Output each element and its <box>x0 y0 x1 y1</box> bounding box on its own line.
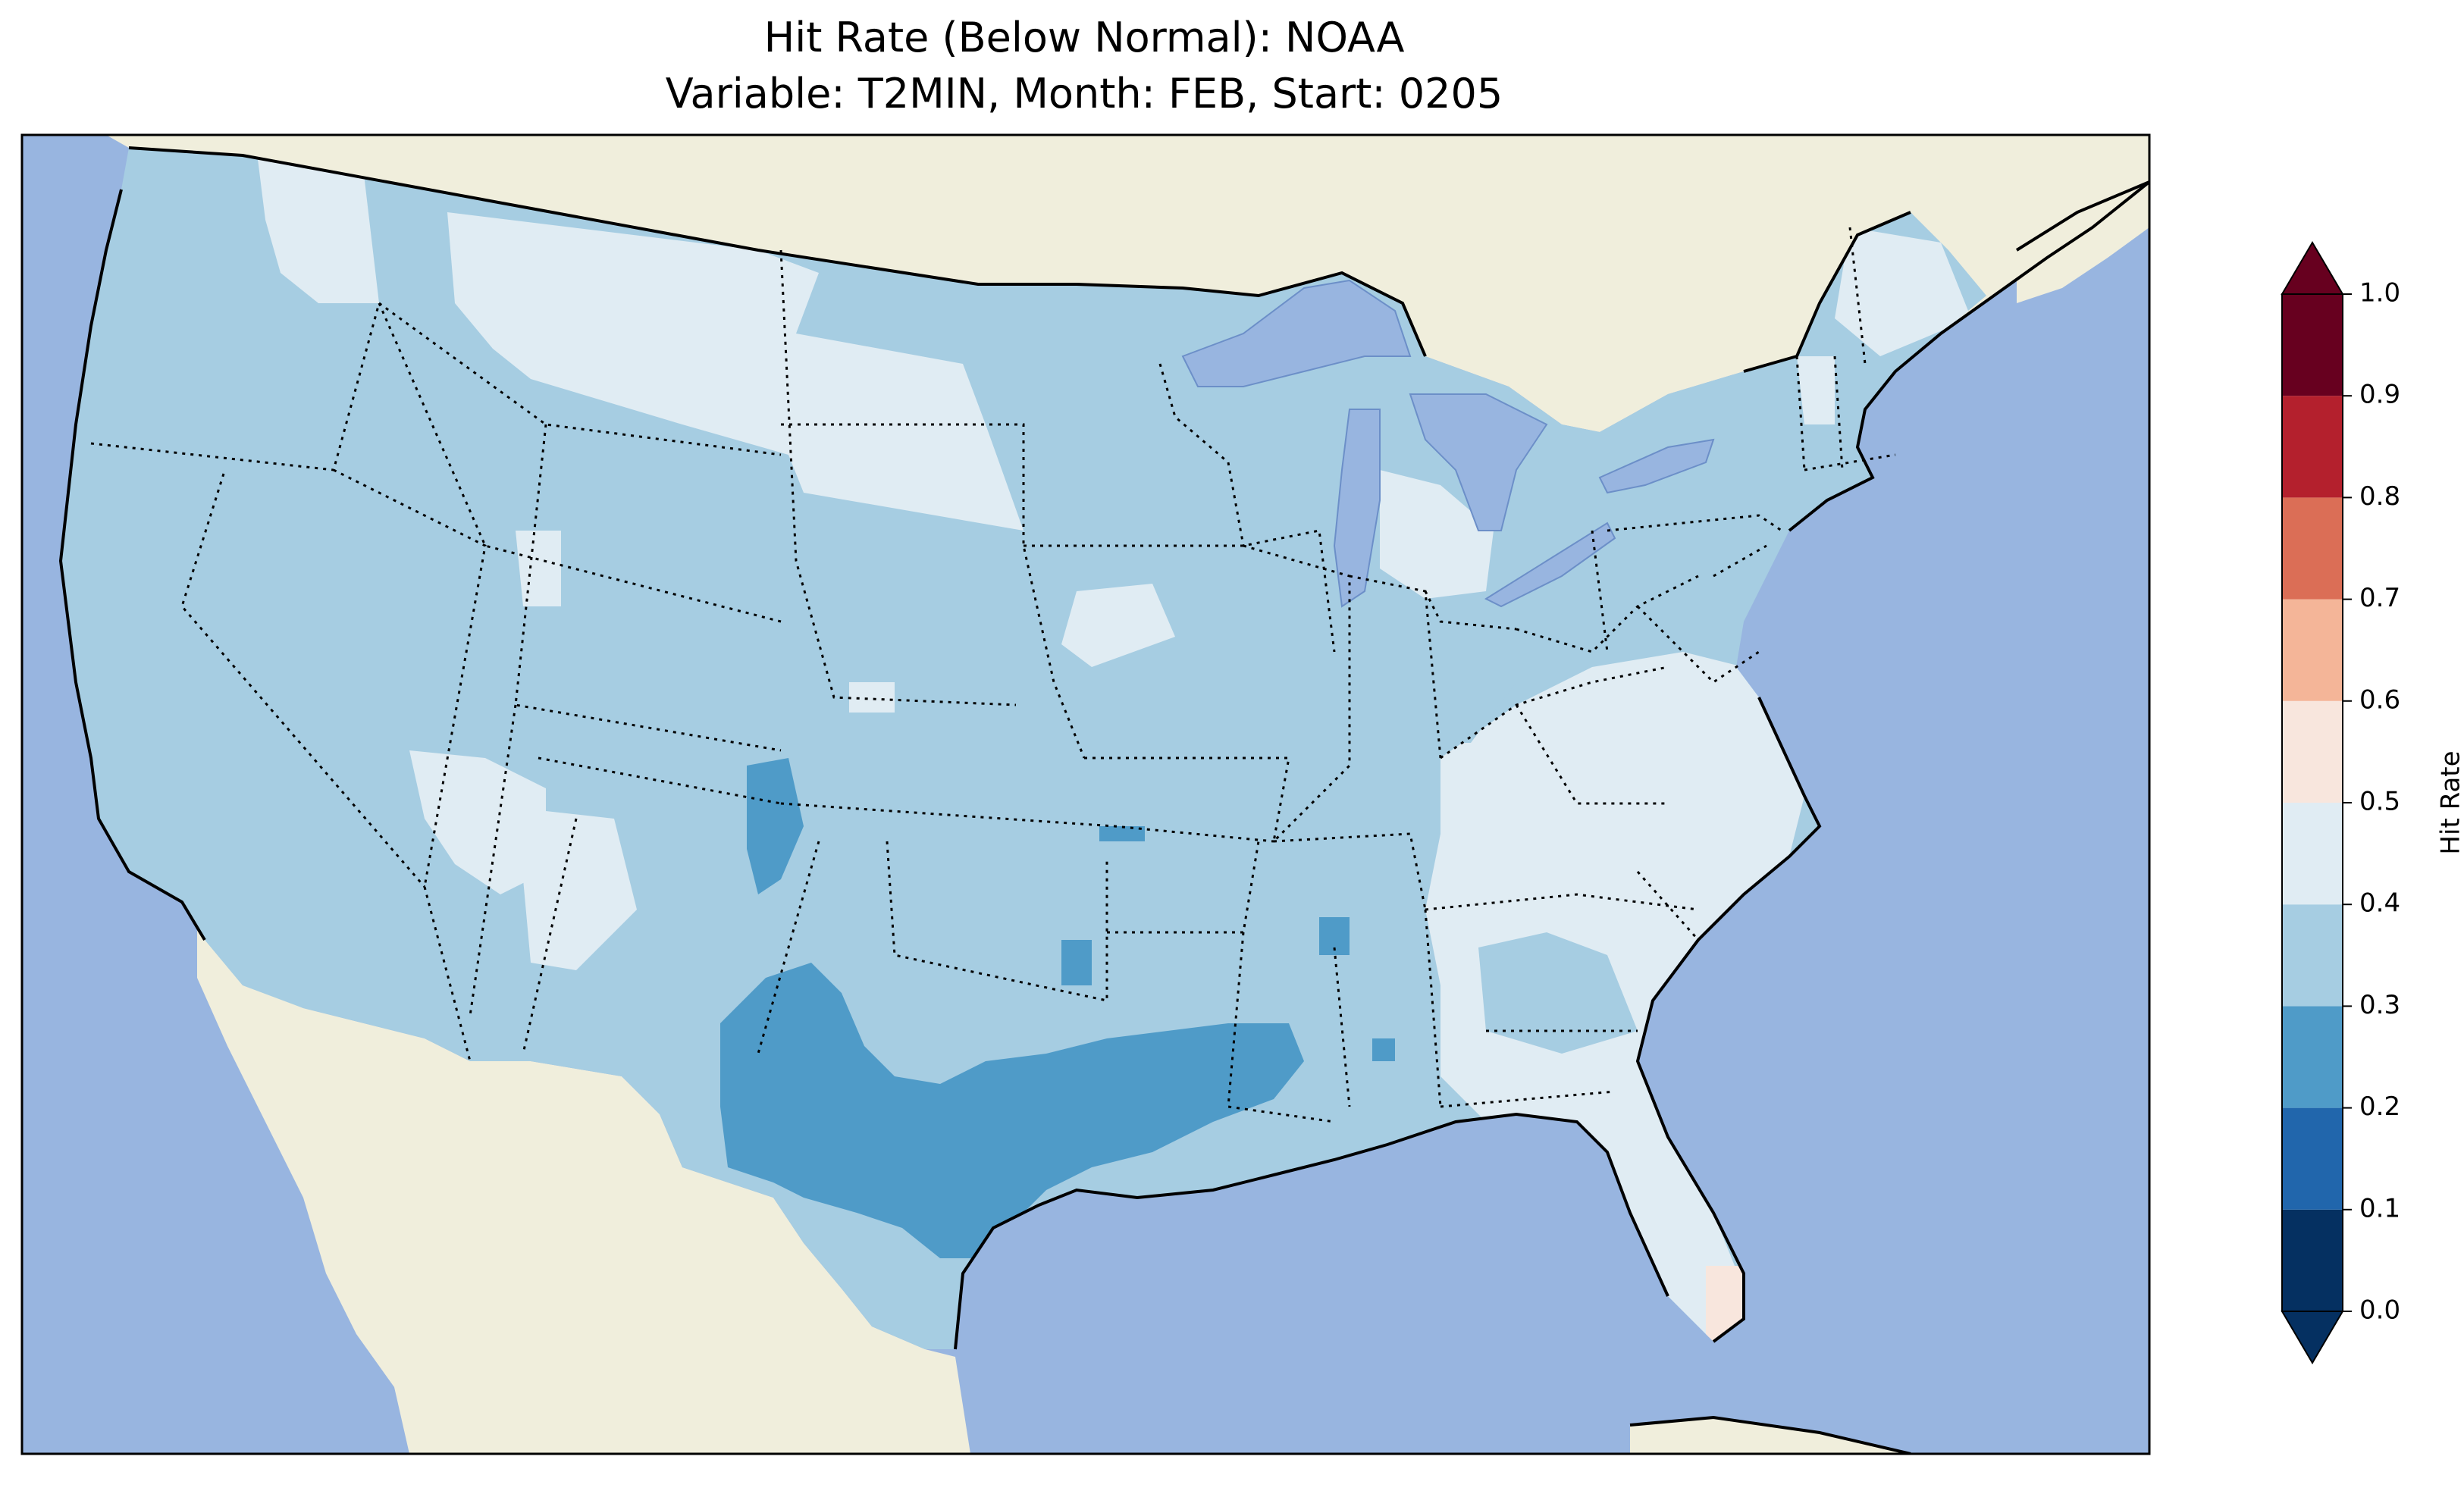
region-northern-plains <box>447 212 1024 531</box>
colorbar-tick-label: 0.8 <box>2359 481 2400 512</box>
region-new-mexico-light <box>523 811 637 970</box>
colorbar-bin <box>2282 803 2343 905</box>
lake-huron <box>1409 393 1548 531</box>
colorbar-tick-label: 0.5 <box>2359 787 2400 817</box>
colorbar-bin <box>2282 396 2343 498</box>
region-texas-panhandle-dark <box>747 758 804 894</box>
maritimes-land <box>2017 182 2149 303</box>
lake-superior <box>1181 279 1412 387</box>
colorbar-bin <box>2282 700 2343 803</box>
colorbar-extend-high <box>2281 241 2344 295</box>
region-georgia-medium <box>1478 932 1638 1054</box>
colorbar-tick-label: 1.0 <box>2359 278 2400 309</box>
colorbar-bin <box>2282 1006 2343 1108</box>
map-title-line2: Variable: T2MIN, Month: FEB, Start: 0205 <box>665 70 1503 117</box>
colorbar-tick-label: 0.7 <box>2359 583 2400 613</box>
region-vermont-light <box>1797 356 1835 424</box>
lake-michigan <box>1333 409 1381 608</box>
region-mississippi-dark <box>1319 917 1350 955</box>
colorbar-extend-low <box>2281 1311 2344 1364</box>
map-frame <box>20 133 2151 1455</box>
region-utah-nevada-light <box>409 750 546 894</box>
colorbar-tick-label: 0.1 <box>2359 1193 2400 1223</box>
region-ohio-valley-medium <box>1440 622 1516 743</box>
region-iowa-light <box>1061 584 1175 667</box>
region-northern-idaho-montana <box>258 159 379 303</box>
lake-erie <box>1484 521 1616 608</box>
region-alabama-dark <box>1372 1038 1395 1061</box>
colorbar-tick-label: 0.4 <box>2359 888 2400 919</box>
colorbar-tick-label: 0.9 <box>2359 380 2400 410</box>
region-colorado-light <box>516 531 561 606</box>
region-arkansas-dark <box>1099 826 1145 841</box>
region-michigan-light <box>1380 470 1494 599</box>
region-oklahoma-dark <box>1061 940 1092 985</box>
colorbar-label: Hit Rate <box>2436 750 2464 854</box>
colorbar-bin <box>2282 599 2343 701</box>
colorbar-bin <box>2282 1209 2343 1311</box>
colorbar-tick-label: 0.2 <box>2359 1092 2400 1122</box>
region-texas-central <box>720 963 1304 1258</box>
baja-land <box>197 940 425 1402</box>
region-south-florida <box>1706 1266 1744 1342</box>
colorbar-bin <box>2282 294 2343 396</box>
hit-rate-map <box>20 133 2151 1455</box>
map-title-line1: Hit Rate (Below Normal): NOAA <box>763 14 1405 61</box>
colorbar-bin <box>2282 497 2343 600</box>
region-texas-light-1 <box>849 682 895 713</box>
coastlines <box>58 146 2149 1454</box>
region-maine-light <box>1835 227 1971 356</box>
state-borders <box>90 227 1896 1123</box>
lake-ontario <box>1598 438 1715 494</box>
colorbar-tick-label: 0.6 <box>2359 684 2400 715</box>
colorbar-tick-label: 0.0 <box>2359 1295 2400 1326</box>
colorbar-bin <box>2282 904 2343 1007</box>
colorbar-bin <box>2282 1107 2343 1210</box>
colorbar-tick-label: 0.3 <box>2359 990 2400 1020</box>
mexico-land <box>197 917 970 1454</box>
cuba-land <box>1630 1417 1911 1454</box>
